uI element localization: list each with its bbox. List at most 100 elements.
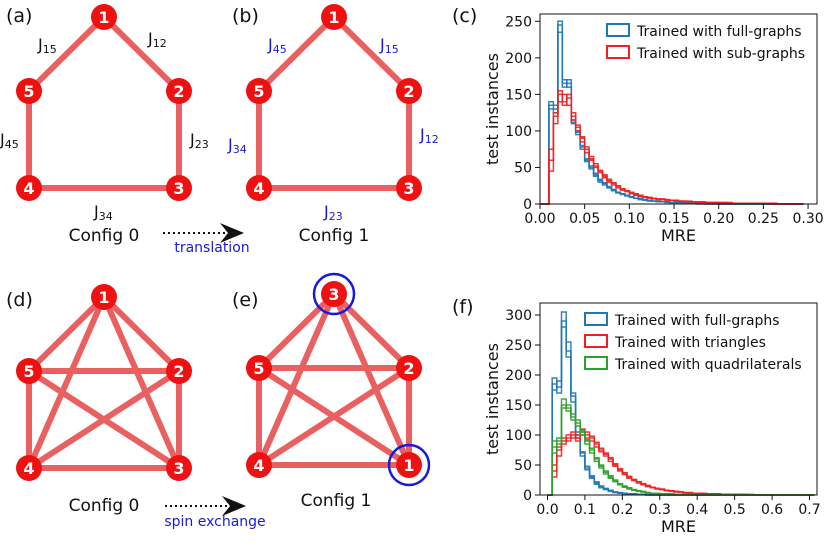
y-tick-label: 200 — [505, 368, 532, 384]
node-5 — [16, 78, 42, 104]
x-tick-label: 0.20 — [703, 211, 734, 227]
pentagon-edges-a — [26, 14, 182, 191]
legend-label: Trained with quadrilaterals — [614, 357, 802, 373]
x-tick-label: 0.7 — [798, 502, 820, 518]
y-tick-label: 0 — [523, 488, 532, 504]
y-tick-label: 250 — [505, 14, 532, 30]
node-1 — [396, 452, 422, 478]
coupling-label: J23 — [189, 130, 209, 151]
nodes-e: 3 2 1 4 5 — [246, 272, 431, 487]
x-tick-label: 0.15 — [658, 211, 689, 227]
edge-5-1 — [256, 14, 337, 94]
coupling-label: J45 — [0, 130, 19, 151]
nodes-a: 1 2 3 4 5 — [16, 4, 192, 201]
edge — [256, 291, 337, 468]
node-label: 4 — [253, 179, 264, 198]
node-4 — [16, 455, 42, 481]
y-tick-label: 150 — [505, 87, 532, 103]
legend-label: Trained with full-graphs — [636, 24, 802, 40]
node-label: 2 — [403, 359, 414, 378]
node-1 — [321, 4, 347, 30]
node-label: 5 — [253, 82, 264, 101]
coupling-label: J23 — [323, 202, 343, 223]
node-1 — [91, 284, 117, 310]
histogram-f: 0.0 0.1 0.2 0.3 0.4 0.5 0.6 0.7 0 50 100 150 200 250 3… — [483, 302, 821, 536]
coupling-label: J15 — [37, 35, 57, 56]
translation-label: translation — [174, 240, 249, 256]
config-label: Config 0 — [69, 226, 140, 246]
panel-b-label: (b) — [232, 5, 259, 27]
plot-frame — [539, 302, 818, 496]
nodes-b: 1 2 3 4 5 — [246, 4, 422, 201]
coupling-label: J15 — [379, 35, 399, 56]
series-2-run-2-outline — [547, 428, 815, 496]
panel-b: (b) 1 2 3 4 5 J45 J15 J12 J34 J23 Co — [227, 4, 439, 246]
x-tick-label: 0.1 — [574, 502, 596, 518]
panel-f-label: (f) — [452, 296, 474, 318]
panel-a: (a) 1 2 3 4 5 J15 J12 J23 J45 J34 Co — [0, 4, 209, 246]
node-3 — [166, 175, 192, 201]
x-tick-label: 0.2 — [611, 502, 633, 518]
node-label: 4 — [253, 456, 264, 475]
node-label: 1 — [403, 456, 414, 475]
node-label: 2 — [173, 82, 184, 101]
edge — [331, 291, 412, 468]
node-5 — [246, 78, 272, 104]
node-label: 2 — [403, 82, 414, 101]
node-2 — [166, 358, 192, 384]
panel-d-label: (d) — [6, 289, 33, 311]
node-label: 1 — [98, 288, 109, 307]
node-4 — [16, 175, 42, 201]
edge — [256, 291, 337, 371]
nodes-d: 1 2 3 4 5 — [16, 284, 192, 481]
y-tick-label: 200 — [505, 51, 532, 67]
pentagon-edges-b — [256, 14, 412, 191]
edge — [26, 294, 107, 374]
legend-label: Trained with triangles — [614, 335, 766, 351]
legend-swatch — [584, 312, 608, 326]
node-3 — [166, 455, 192, 481]
y-axis-label: test instances — [483, 343, 502, 455]
node-1 — [91, 4, 117, 30]
node-2 — [396, 355, 422, 381]
exchange-highlight-ring — [387, 443, 431, 487]
legend-label: Trained with sub-graphs — [636, 46, 805, 62]
edge-5-1 — [26, 14, 107, 94]
x-tick-label: 0.25 — [748, 211, 779, 227]
x-tick-label: 0.3 — [649, 502, 671, 518]
legend-label: Trained with full-graphs — [614, 313, 780, 329]
complete-graph-edges-d — [26, 294, 182, 471]
edge — [26, 368, 182, 471]
config-label: Config 1 — [299, 226, 370, 246]
node-label: 3 — [173, 179, 184, 198]
legend-swatch — [606, 23, 630, 37]
x-tick-label: 0.5 — [724, 502, 746, 518]
legend-swatch — [584, 356, 608, 370]
series-3-run-2-outline — [547, 398, 815, 496]
x-tick-label: 0.6 — [761, 502, 783, 518]
series-2-run-3-outline — [540, 89, 804, 205]
node-label: 5 — [23, 362, 34, 381]
legend-swatch — [606, 45, 630, 59]
y-tick-label: 150 — [505, 398, 532, 414]
x-tick-label: 0.05 — [569, 211, 600, 227]
y-axis-label: test instances — [483, 53, 502, 165]
y-tick-label: 50 — [514, 160, 532, 176]
edge — [101, 294, 182, 471]
y-tick-label: 100 — [505, 428, 532, 444]
panel-a-label: (a) — [6, 5, 32, 27]
coupling-label: J45 — [267, 35, 287, 56]
edge — [101, 294, 182, 374]
y-tick-label: 100 — [505, 124, 532, 140]
node-2 — [166, 78, 192, 104]
edge — [26, 294, 107, 471]
translation-arrow: translation — [163, 223, 250, 256]
x-tick-label: 0.4 — [686, 502, 708, 518]
coupling-label: J12 — [147, 29, 167, 50]
spin-exchange-arrow: spin exchange — [164, 496, 266, 530]
node-5 — [16, 358, 42, 384]
exchange-highlight-ring — [312, 272, 356, 316]
node-4 — [246, 175, 272, 201]
x-tick-label: 0.30 — [792, 211, 823, 227]
